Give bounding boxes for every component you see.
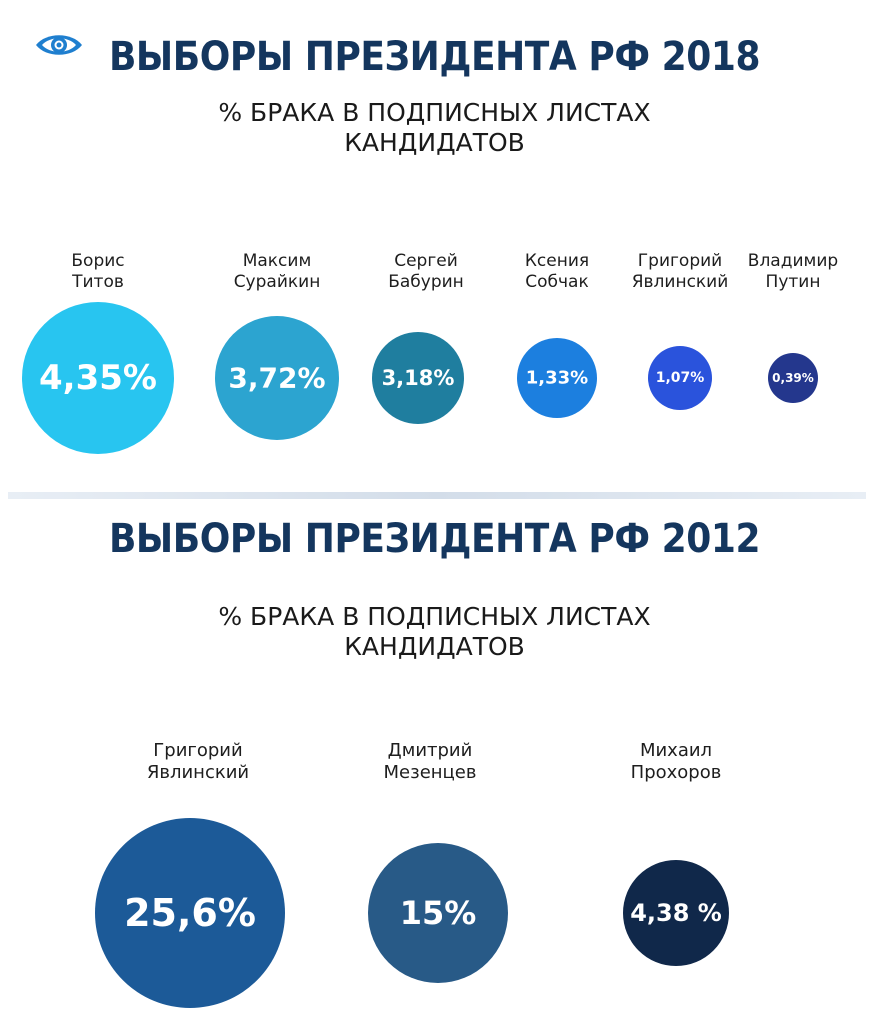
candidate-name-line: Бабурин bbox=[388, 272, 464, 292]
subtitle-line-1: % БРАКА В ПОДПИСНЫХ ЛИСТАХ bbox=[218, 602, 651, 631]
candidate-name-line: Михаил bbox=[640, 740, 712, 761]
bubble-circle bbox=[368, 843, 508, 983]
candidate-name-line: Явлинский bbox=[147, 762, 249, 783]
bubble-value-label: 0,39% bbox=[772, 371, 814, 385]
candidate-name-line: Максим bbox=[243, 251, 312, 271]
candidate-name-line: Сурайкин bbox=[234, 272, 321, 292]
bubble-value-label: 4,38 % bbox=[630, 899, 722, 927]
candidate-name-line: Борис bbox=[71, 251, 124, 271]
bubble-circle bbox=[372, 332, 464, 424]
subtitle-line-2: КАНДИДАТОВ bbox=[344, 128, 525, 157]
candidate-name-line: Сергей bbox=[394, 251, 458, 271]
bubble-value-label: 3,72% bbox=[228, 362, 325, 395]
chart-title-2012: ВЫБОРЫ ПРЕЗИДЕНТА РФ 2012 bbox=[108, 516, 761, 562]
bubble-circle bbox=[648, 346, 712, 410]
candidate-name-line: Григорий bbox=[153, 740, 242, 761]
eye-icon bbox=[36, 35, 82, 55]
bubble-value-label: 3,18% bbox=[382, 366, 455, 390]
candidate-name-line: Титов bbox=[71, 272, 124, 292]
bubble-circle bbox=[517, 338, 597, 418]
candidate-name-line: Прохоров bbox=[631, 762, 722, 783]
candidate-name-line: Владимир bbox=[748, 251, 838, 271]
bubble-circle bbox=[623, 860, 729, 966]
subtitle-line-1: % БРАКА В ПОДПИСНЫХ ЛИСТАХ bbox=[218, 98, 651, 127]
candidate-name-line: Дмитрий bbox=[388, 740, 473, 761]
bubble-circle bbox=[95, 818, 285, 1008]
section-divider bbox=[8, 492, 866, 499]
bubble-value-label: 25,6% bbox=[124, 891, 256, 935]
candidate-name-line: Григорий bbox=[638, 251, 722, 271]
bubble-value-label: 1,07% bbox=[656, 370, 705, 386]
bubble-value-label: 4,35% bbox=[39, 358, 157, 398]
bubble-circle bbox=[22, 302, 174, 454]
candidate-name-line: Собчак bbox=[525, 272, 588, 292]
chart-subtitle-2018: % БРАКА В ПОДПИСНЫХ ЛИСТАХ КАНДИДАТОВ bbox=[0, 98, 869, 158]
candidate-name-line: Путин bbox=[766, 272, 821, 292]
candidate-name-line: Мезенцев bbox=[384, 762, 477, 783]
bubble-value-label: 15% bbox=[400, 894, 477, 932]
candidate-name-line: Явлинский bbox=[632, 272, 729, 292]
subtitle-line-2: КАНДИДАТОВ bbox=[344, 632, 525, 661]
chart-title-2018: ВЫБОРЫ ПРЕЗИДЕНТА РФ 2018 bbox=[108, 34, 761, 80]
bubble-circle bbox=[215, 316, 339, 440]
candidate-name-line: Ксения bbox=[525, 251, 589, 271]
bubble-value-label: 1,33% bbox=[526, 368, 588, 389]
bubble-circle bbox=[768, 353, 818, 403]
chart-subtitle-2012: % БРАКА В ПОДПИСНЫХ ЛИСТАХ КАНДИДАТОВ bbox=[0, 602, 869, 662]
